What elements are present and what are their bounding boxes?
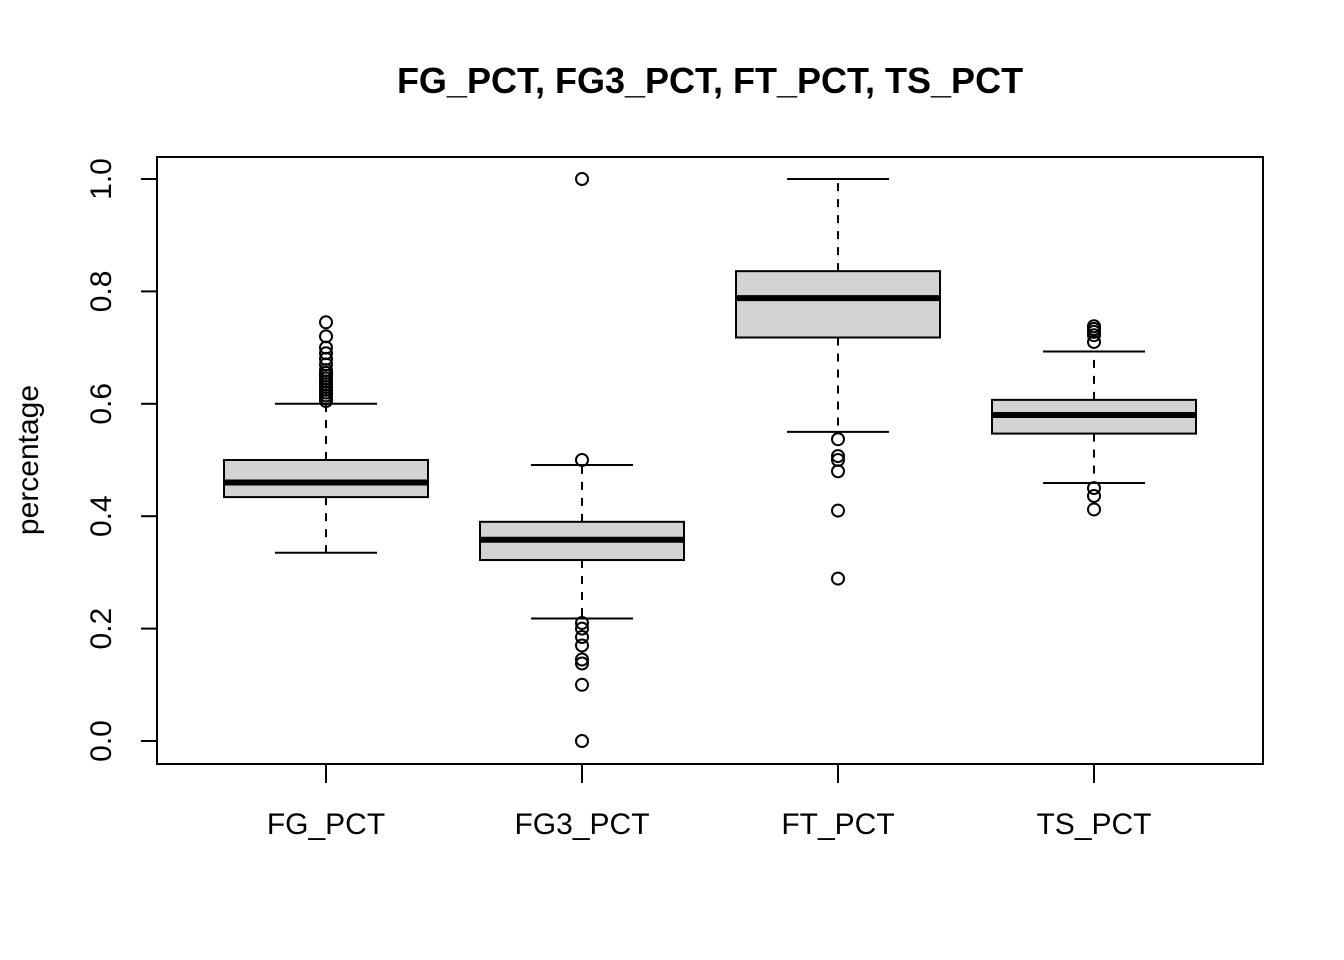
y-tick-label: 1.0 (85, 158, 118, 200)
chart-title: FG_PCT, FG3_PCT, FT_PCT, TS_PCT (397, 60, 1023, 101)
y-tick-label: 0.2 (85, 608, 118, 650)
outlier-point (575, 630, 589, 645)
y-tick-label: 0.8 (85, 271, 118, 313)
outlier-point (575, 621, 589, 636)
outlier-point (1087, 502, 1101, 517)
outlier-point (831, 432, 845, 447)
outlier-point (831, 464, 845, 479)
y-axis: 0.0 0.2 0.4 0.6 0.8 1.0 (85, 158, 158, 762)
outlier-point (575, 652, 589, 667)
outlier-point (319, 346, 333, 361)
y-tick-label: 0.4 (85, 495, 118, 537)
outlier-point (831, 503, 845, 518)
iqr-box (223, 459, 429, 499)
x-tick-label: TS_PCT (1036, 808, 1151, 841)
box-ts-pct (991, 319, 1197, 517)
outlier-point (575, 638, 589, 653)
outlier-point (1087, 328, 1101, 343)
outlier-point (575, 656, 589, 671)
outlier-point (575, 677, 589, 692)
x-axis: FG_PCT FG3_PCT FT_PCT TS_PCT (267, 764, 1152, 841)
x-tick-label: FT_PCT (781, 808, 894, 841)
outlier-point (319, 315, 333, 330)
iqr-box (735, 270, 941, 339)
outlier-point (1087, 481, 1101, 496)
outlier-point (1087, 334, 1101, 349)
outlier-point (319, 329, 333, 344)
outlier-point (831, 449, 845, 464)
y-tick-label: 0.6 (85, 383, 118, 425)
outlier-point (575, 453, 589, 467)
x-tick-label: FG3_PCT (514, 808, 649, 841)
box-fg-pct (223, 315, 429, 554)
outlier-point (575, 615, 589, 630)
outlier-point (575, 734, 589, 748)
boxes-layer (223, 172, 1197, 748)
x-tick-label: FG_PCT (267, 808, 385, 841)
outlier-point (575, 172, 589, 186)
outlier-point (1087, 488, 1101, 503)
box-ft-pct (735, 178, 941, 586)
box-fg3-pct (479, 172, 685, 748)
outlier-point (831, 571, 845, 586)
y-axis-label: percentage (12, 385, 45, 535)
y-tick-label: 0.0 (85, 720, 118, 762)
